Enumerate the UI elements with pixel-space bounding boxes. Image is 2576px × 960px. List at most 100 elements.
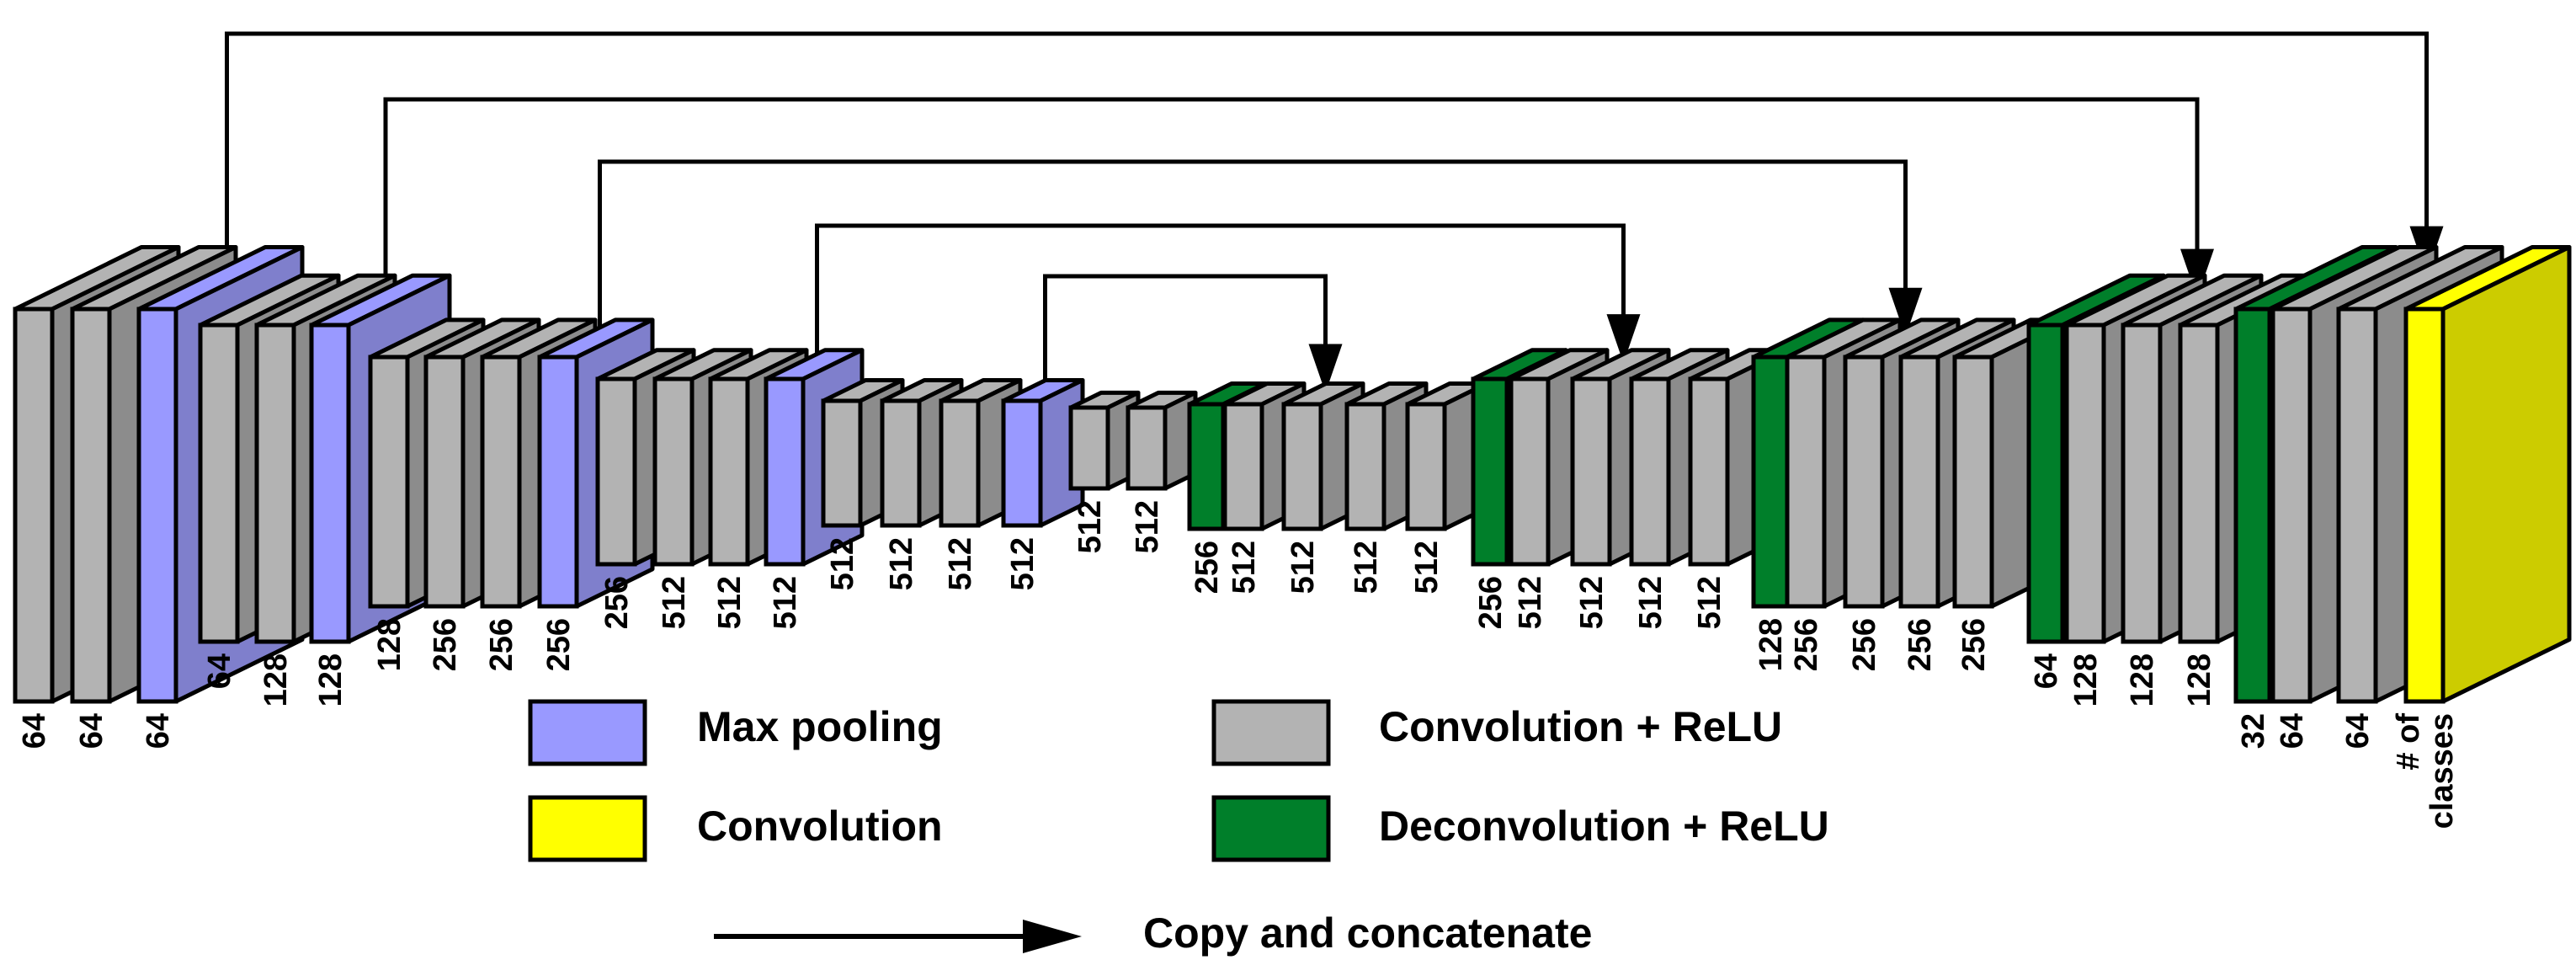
skip-connections [225,31,2444,393]
layer-block-front [1751,355,1790,609]
layer-block-front [2026,323,2065,644]
layer-block-front [1509,376,1551,567]
layer-block-front [423,355,466,609]
channel-label: 64 [141,713,176,749]
legend-conv-relu-label: Convolution + ReLU [1379,703,1782,750]
layer-block-front [1843,355,1885,609]
channel-label: 512 [1285,541,1321,594]
channel-label: 512 [825,537,860,590]
layer-block-front [2121,323,2163,644]
layer-block-front [1126,405,1168,491]
layer-block-front [1068,405,1110,491]
legend: Max pooling Convolution Convolution + Re… [528,699,1829,957]
layer-block-front [1471,376,1509,567]
channel-label: 512 [712,576,748,629]
skip-connection-line [1043,274,1328,390]
channel-label: 256 [1847,618,1882,671]
channel-label: 256 [1789,618,1824,671]
layer-block-convolution [2403,245,2572,704]
channel-label: 256 [1190,541,1225,594]
skip-connection-arrowhead [1308,344,1343,393]
channel-label: 512 [1349,541,1384,594]
channel-label: 256 [599,576,635,629]
channel-label: 128 [2182,653,2217,707]
channel-label: 64 [2340,713,2376,749]
legend-arrow-head [1023,920,1082,953]
channel-label: 64 [2275,713,2310,749]
layer-block-front [368,355,410,609]
layer-block-front [939,398,981,528]
skip-connection-line [383,97,2200,298]
layer-block-front [1187,402,1226,531]
legend-convolution-swatch [528,795,647,862]
layer-block-front [764,376,806,567]
layer-block-front [2270,307,2313,704]
layer-block-conv-relu [1281,381,1365,531]
layer-block-front [652,376,695,567]
layer-block-front [1688,376,1730,567]
channel-label: 512 [768,576,803,629]
channel-label: 256 [484,618,519,671]
channel-label: 256 [1903,618,1938,671]
layer-block-front [1898,355,1940,609]
skip-connection-line [598,159,1908,337]
layer-block-front [2233,307,2272,704]
channel-label: 128 [1754,618,1789,671]
channel-label: 256 [1473,576,1509,629]
legend-copy-concat-label: Copy and concatenate [1143,909,1592,957]
channel-label: 512 [1227,541,1262,594]
channel-label: 512 [1130,500,1165,553]
channel-label: 64 [17,713,52,749]
channel-label: # ofclasses [2391,713,2460,829]
layer-block-front [309,323,351,644]
channel-label: 256 [428,618,463,671]
skip-connection-arrowhead [2180,248,2214,298]
legend-convolution-label: Convolution [697,803,943,850]
layer-block-front [595,376,637,567]
channel-label: 512 [1513,576,1548,629]
skip-connection-line [225,31,2429,275]
channel-label: 512 [657,576,692,629]
channel-label: 512 [1574,576,1610,629]
skip-connection-line [815,223,1626,364]
layer-blocks [13,245,2572,704]
layer-block-front [480,355,522,609]
skip-connection-arrowhead [1606,314,1641,364]
layer-block-front [1785,355,1827,609]
layer-block-side [2440,245,2572,704]
layer-block-front [708,376,750,567]
channel-label: 128 [258,653,294,707]
channel-label: 128 [2125,653,2160,707]
layer-block-front [1952,355,1994,609]
channel-label: 512 [1072,500,1108,553]
channel-label: 512 [943,537,978,590]
channel-label: 64 [74,713,109,749]
layer-block-front [1281,402,1323,531]
layer-block-front [2336,307,2378,704]
layer-block-front [1570,376,1612,567]
layer-block-front [880,398,922,528]
channel-label: 64 [202,653,237,689]
layer-block-conv-relu [821,378,905,528]
layer-block-front [2403,307,2446,704]
layer-block-front [1222,402,1264,531]
layer-block-front [537,355,579,609]
layer-block-front [2064,323,2106,644]
layer-block-conv-relu [1126,390,1198,491]
layer-block-front [1344,402,1386,531]
channel-label: 512 [884,537,919,590]
layer-block-front [198,323,240,644]
channel-label: 256 [541,618,577,671]
legend-max-pooling-swatch [528,699,647,766]
channel-label: 128 [2068,653,2104,707]
layer-block-front [254,323,296,644]
channel-label: 128 [313,653,349,707]
layer-block-front [70,307,112,704]
channel-label: 512 [1692,576,1727,629]
layer-block-front [1629,376,1671,567]
layer-block-front [2178,323,2220,644]
legend-deconv-relu-swatch [1211,795,1331,862]
channel-label: 512 [1633,576,1669,629]
